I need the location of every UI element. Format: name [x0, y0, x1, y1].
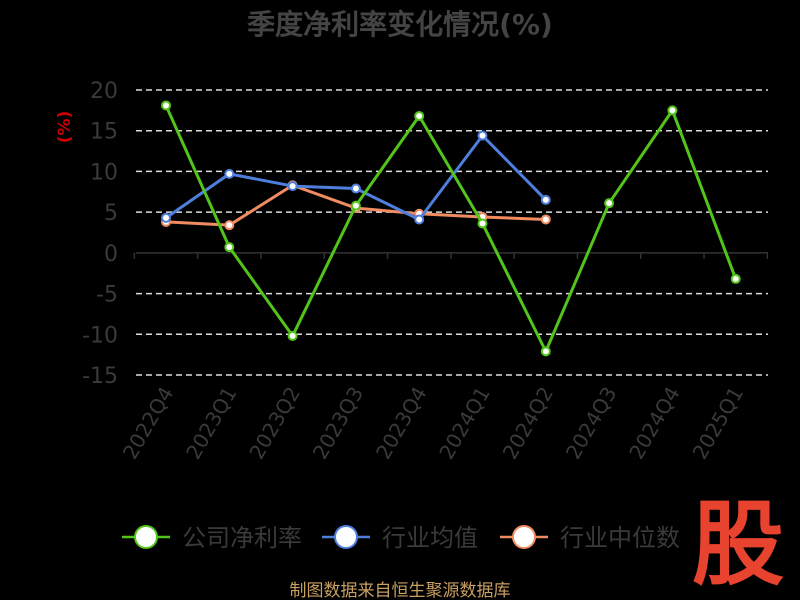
y-tick-label: -10	[82, 323, 118, 348]
data-point	[287, 330, 298, 341]
series-line	[164, 104, 738, 353]
legend: 公司净利率 行业均值 行业中位数	[122, 524, 680, 552]
data-point	[224, 168, 235, 179]
x-tick-label: 2023Q2	[244, 383, 304, 464]
x-tick-label: 2023Q4	[371, 383, 431, 464]
legend-swatch-marker	[334, 525, 358, 549]
y-tick-label: 20	[90, 79, 118, 104]
data-point	[414, 111, 425, 122]
data-point	[350, 200, 361, 211]
data-point	[161, 100, 171, 111]
y-tick-label: 0	[104, 242, 118, 267]
logo-glyph: 股	[692, 491, 784, 598]
data-point	[224, 220, 235, 231]
y-tick-labels: 20 15 10 5 0 -5 -10 -15	[82, 79, 118, 389]
legend-swatch-marker	[512, 525, 536, 549]
data-point	[540, 214, 551, 225]
legend-label: 公司净利率	[182, 524, 302, 552]
x-tick-label: 2025Q1	[688, 383, 748, 464]
y-tick-label: 15	[90, 120, 118, 145]
x-tick-label: 2023Q1	[181, 383, 241, 464]
x-tick-label: 2022Q4	[118, 383, 178, 464]
x-axis	[133, 252, 769, 259]
legend-label: 行业均值	[382, 524, 478, 552]
data-point	[604, 198, 615, 209]
data-point	[287, 181, 298, 192]
x-tick-label: 2024Q1	[434, 383, 494, 464]
legend-label: 行业中位数	[560, 524, 680, 552]
y-tick-label: 10	[90, 160, 118, 185]
y-tick-label: -5	[96, 283, 118, 308]
data-point	[414, 214, 425, 225]
data-point	[540, 194, 551, 205]
x-tick-label: 2024Q4	[624, 383, 684, 464]
source-note: 制图数据来自恒生聚源数据库	[290, 581, 511, 600]
y-axis-label: (%)	[55, 111, 75, 144]
data-point	[730, 273, 741, 284]
data-point	[224, 242, 235, 253]
gridlines	[136, 89, 768, 376]
data-point	[350, 183, 361, 194]
x-tick-label: 2024Q2	[498, 383, 558, 464]
data-point	[477, 218, 488, 229]
legend-swatch-marker	[134, 525, 158, 549]
data-point	[477, 130, 488, 141]
x-tick-labels: 2022Q4 2023Q1 2023Q2 2023Q3 2023Q4 2024Q1 2024…	[118, 383, 748, 464]
data-point	[667, 105, 678, 116]
x-tick-label: 2023Q3	[308, 383, 368, 464]
y-tick-label: -15	[82, 364, 118, 389]
data-point	[161, 212, 171, 223]
x-tick-label: 2024Q3	[561, 383, 621, 464]
data-point	[540, 346, 551, 357]
chart-title: 季度净利率变化情况(%)	[247, 8, 553, 41]
y-tick-label: 5	[104, 201, 118, 226]
series-group	[161, 100, 741, 357]
